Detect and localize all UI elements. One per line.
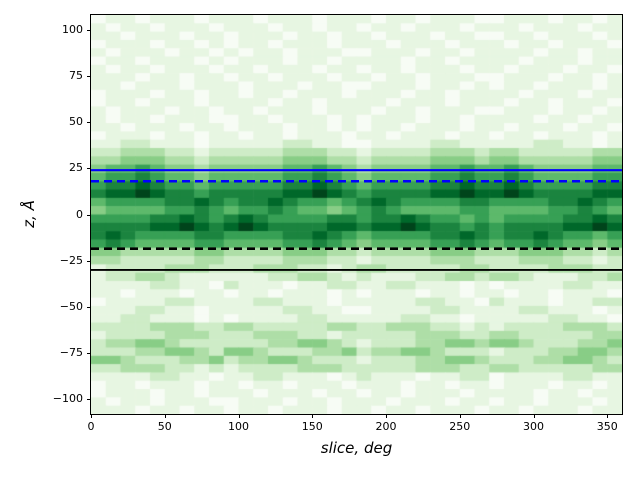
x-axis-label: slice, deg xyxy=(320,439,393,457)
plot-area xyxy=(90,14,623,415)
y-tick-label: 0 xyxy=(76,207,83,221)
x-tick-mark xyxy=(91,414,92,418)
hlines-overlay xyxy=(91,169,622,271)
y-tick-mark xyxy=(87,122,91,124)
y-tick-label: 75 xyxy=(69,68,83,82)
y-tick-label: 25 xyxy=(69,161,83,175)
x-tick-label: 200 xyxy=(375,420,397,433)
x-tick-label: 300 xyxy=(523,420,544,433)
y-tick-mark xyxy=(87,260,91,262)
y-tick-label: −50 xyxy=(59,299,83,313)
y-tick-mark xyxy=(87,353,91,355)
x-tick-label: 150 xyxy=(301,420,323,433)
x-tick-label: 100 xyxy=(228,420,249,433)
x-tick-label: 0 xyxy=(87,420,95,433)
y-tick-label: 50 xyxy=(69,115,83,129)
y-tick-label: −25 xyxy=(59,253,83,267)
y-tick-label: −75 xyxy=(59,346,83,360)
y-tick-mark xyxy=(87,168,91,170)
x-tick-mark xyxy=(459,414,461,418)
x-tick-mark xyxy=(386,414,387,418)
x-tick-label: 50 xyxy=(157,420,172,433)
y-tick-mark xyxy=(87,75,91,77)
x-tick-mark xyxy=(533,414,535,418)
x-tick-mark xyxy=(312,414,314,418)
x-tick-mark xyxy=(164,414,166,418)
heatmap-canvas xyxy=(91,15,622,414)
x-tick-label: 250 xyxy=(449,420,471,433)
y-tick-label: 100 xyxy=(62,22,83,36)
x-tick-mark xyxy=(238,414,240,418)
y-tick-mark xyxy=(87,29,91,31)
y-tick-mark xyxy=(87,306,91,308)
x-tick-mark xyxy=(607,414,609,418)
x-tick-label: 350 xyxy=(596,420,618,433)
y-tick-label: −100 xyxy=(52,392,83,406)
y-tick-mark xyxy=(87,214,91,216)
y-tick-mark xyxy=(87,399,91,401)
